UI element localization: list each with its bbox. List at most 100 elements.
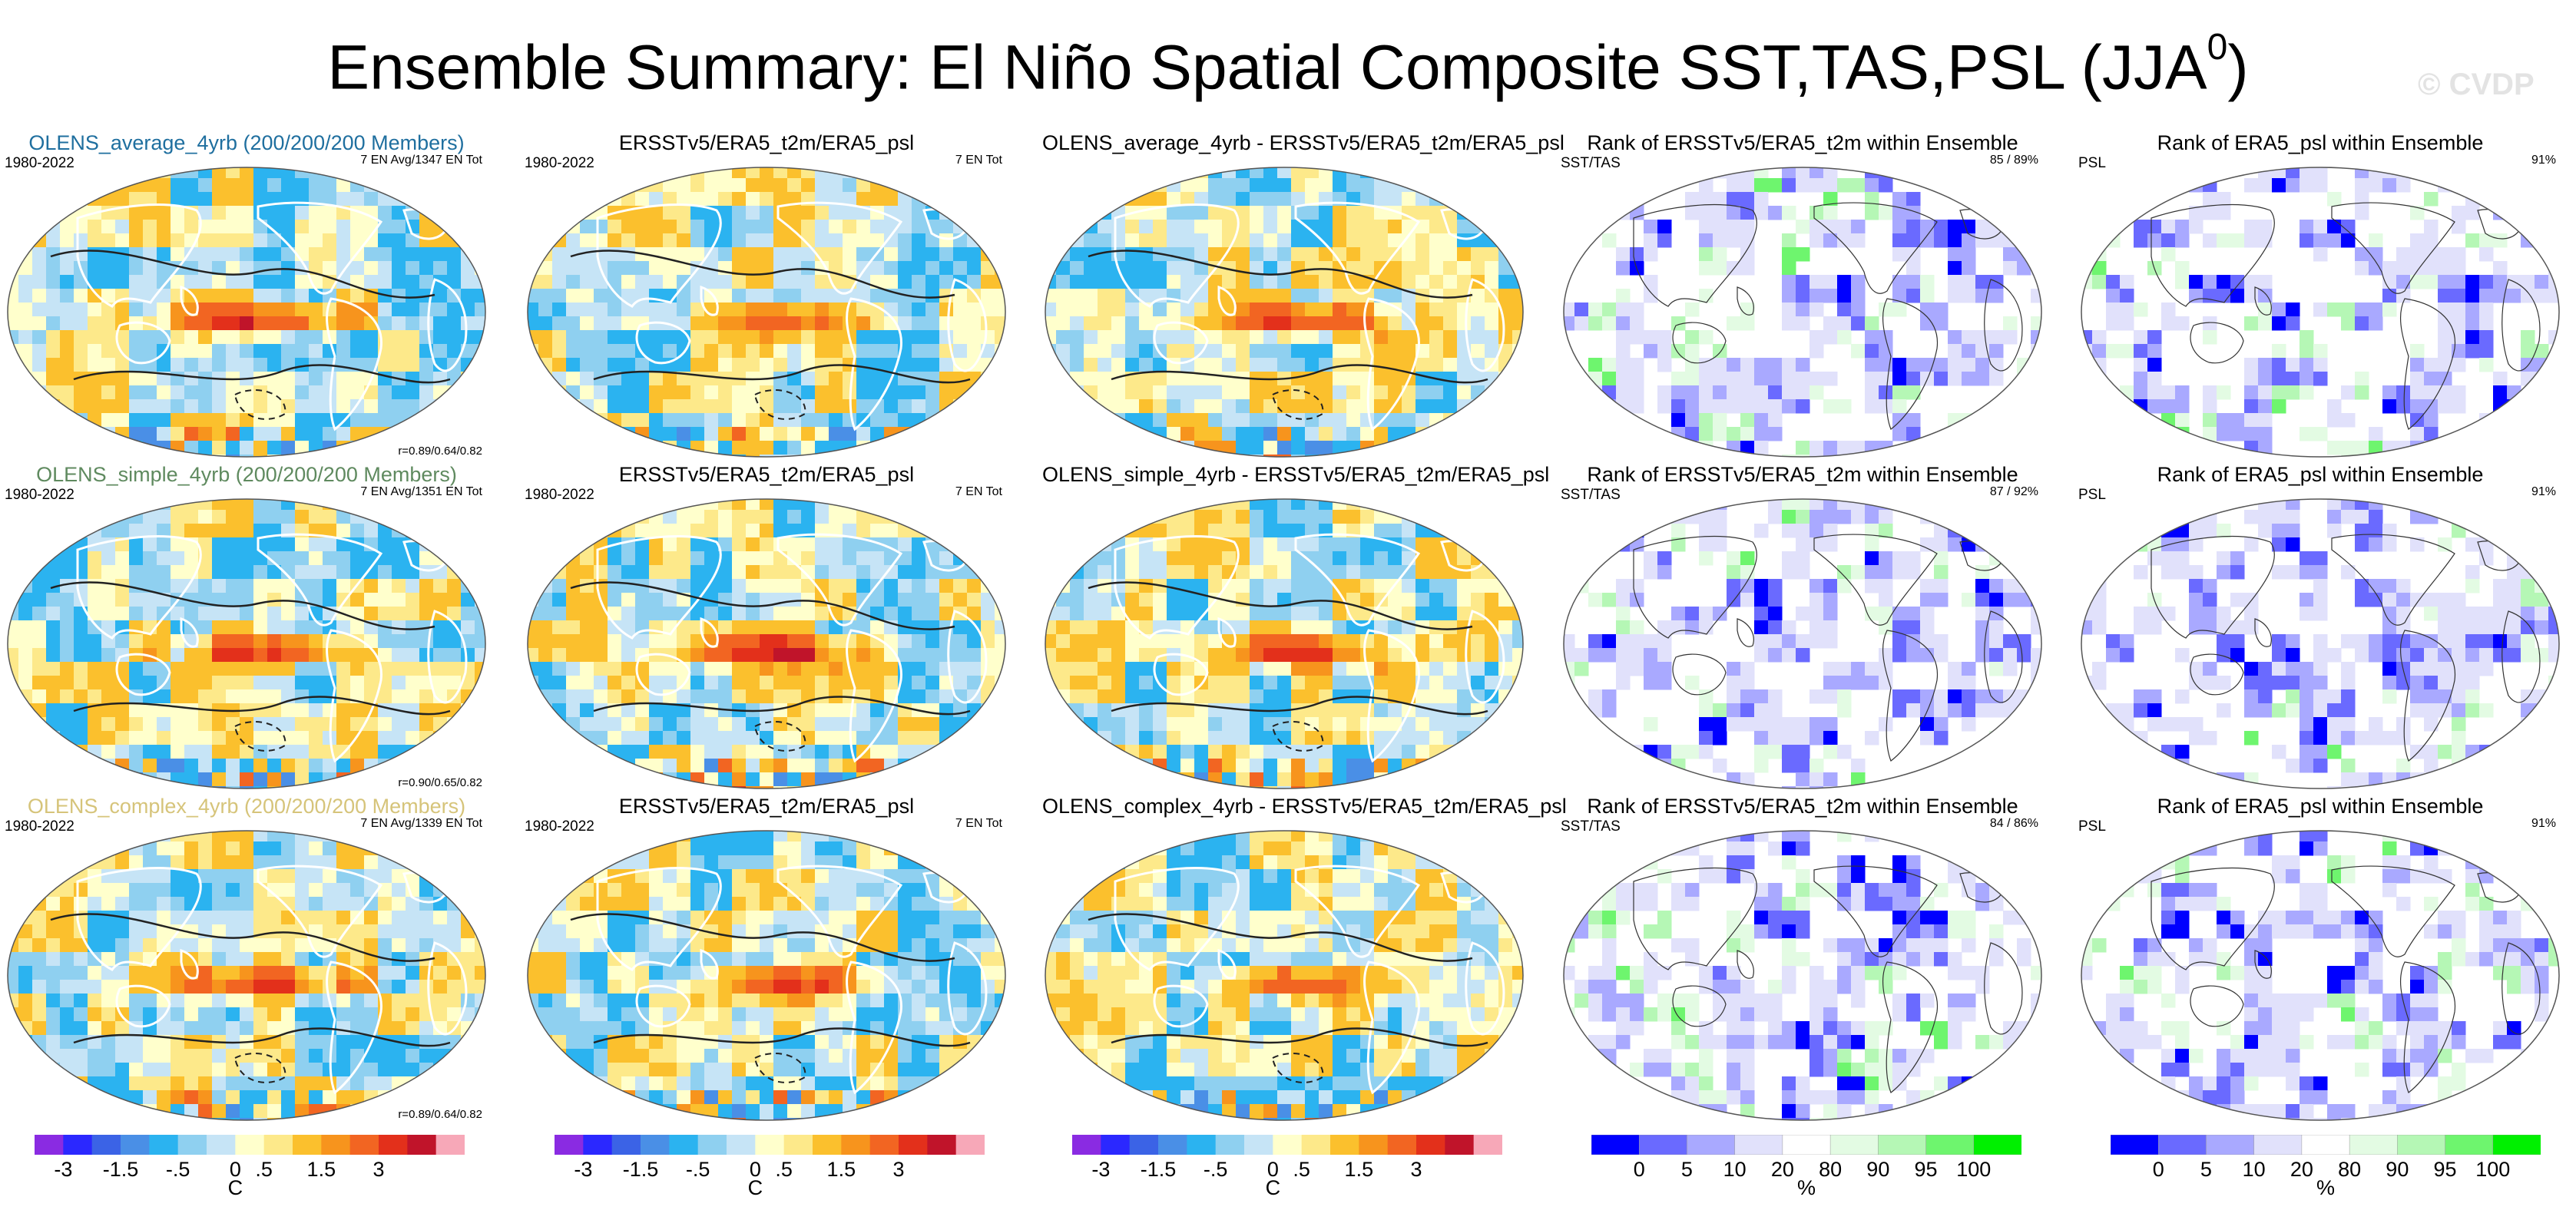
panel-title: Rank of ERSSTv5/ERA5_t2m within Ensemble <box>1587 463 2018 486</box>
colorbar-tick-label: .5 <box>775 1158 793 1181</box>
pattern-correlation: r=0.89/0.64/0.82 <box>398 445 482 458</box>
coastline <box>2331 865 2455 957</box>
colorbar-swatch <box>149 1135 179 1155</box>
colorbar-swatch <box>899 1135 928 1155</box>
panel-summary: 87 / 92% <box>1989 485 2038 498</box>
map-outline <box>2081 498 2560 789</box>
coastline <box>76 867 202 971</box>
colorbar-swatch <box>321 1135 351 1155</box>
coastline <box>1294 201 1421 295</box>
psl-contour <box>50 913 435 962</box>
colorbar-swatch <box>869 1135 899 1155</box>
coastline <box>2151 536 2275 639</box>
global-map <box>1045 498 1524 789</box>
map-field <box>1045 831 1523 1120</box>
colorbar-tick-label: 80 <box>1819 1158 1843 1181</box>
coastline <box>1294 533 1421 627</box>
colorbar-swatch <box>1330 1135 1359 1155</box>
title-superscript: 0 <box>2207 27 2228 68</box>
colorbar-swatch <box>177 1135 207 1155</box>
coastline <box>596 535 722 640</box>
coastline <box>326 960 382 1095</box>
psl-contour <box>1111 696 1488 716</box>
coastline <box>257 201 383 295</box>
colorbar-tick-label: 3 <box>372 1158 385 1181</box>
map-panel-obs: ERSSTv5/ERA5_t2m/ERA5_psl 1980-2022 7 EN T… <box>525 131 1008 461</box>
coastline <box>326 629 382 763</box>
psl-contour <box>50 250 435 299</box>
coastline <box>635 321 691 365</box>
panel-title: OLENS_complex_4yrb - ERSSTv5/ERA5_t2m/ER… <box>1042 795 1567 818</box>
coastline <box>1294 865 1421 958</box>
coastline <box>1114 535 1240 640</box>
colorbar-tick-label: -3 <box>54 1158 73 1181</box>
colorbar-swatch <box>1829 1135 1879 1155</box>
coastline <box>1465 610 1505 704</box>
map-outline <box>2081 830 2560 1121</box>
colorbar-swatch <box>1129 1135 1159 1155</box>
map-field <box>8 499 485 789</box>
psl-contour <box>73 696 451 716</box>
panel-title: Rank of ERA5_psl within Ensemble <box>2157 463 2484 486</box>
coastline <box>1633 536 1757 639</box>
psl-contour <box>570 581 955 630</box>
colorbar-swatch <box>35 1135 64 1155</box>
colorbar-swatch <box>263 1135 293 1155</box>
rank-colorbar: 0 5 10 20 80 90 95 100% <box>2111 1135 2548 1212</box>
cvdp-watermark: © CVDP <box>2418 68 2535 101</box>
figure-title: Ensemble Summary: El Niño Spatial Compos… <box>0 17 2576 106</box>
colorbar-tick-label: 100 <box>1956 1158 1992 1181</box>
colorbar-tick-label: 0 <box>1633 1158 1645 1181</box>
panel-title: OLENS_simple_4yrb - ERSSTv5/ERA5_t2m/ERA… <box>1042 463 1550 486</box>
map-panel-rank-psl: Rank of ERA5_psl within Ensemble PSL 91% <box>2078 462 2562 792</box>
colorbar-unit: C <box>1265 1176 1281 1199</box>
global-map <box>7 167 486 458</box>
panel-summary: 7 EN Avg/1339 EN Tot <box>360 817 482 830</box>
coastline <box>1465 941 1505 1036</box>
coastline <box>2502 942 2541 1035</box>
panel-title: OLENS_simple_4yrb (200/200/200 Members) <box>36 463 457 486</box>
colorbar-tick-label: .5 <box>255 1158 273 1181</box>
coastline <box>846 629 902 763</box>
map-field <box>8 831 485 1120</box>
map-panel-obs: ERSSTv5/ERA5_t2m/ERA5_psl 1980-2022 7 EN T… <box>525 462 1008 792</box>
coastline <box>2502 279 2541 372</box>
map-panel-model: OLENS_simple_4yrb (200/200/200 Members) 1… <box>5 462 488 792</box>
coastline <box>776 865 903 958</box>
coastline <box>1217 285 1237 316</box>
global-map <box>527 498 1006 789</box>
panel-variable: SST/TAS <box>1561 487 1621 503</box>
colorbar-tick-label: 80 <box>2338 1158 2362 1181</box>
global-map <box>1563 830 2042 1121</box>
map-field <box>1564 167 2041 457</box>
colorbar-swatch <box>1638 1135 1688 1155</box>
colorbar-swatch <box>1101 1135 1131 1155</box>
coastline <box>2254 286 2272 316</box>
title-close: ) <box>2227 32 2249 103</box>
colorbar-swatch <box>1387 1135 1417 1155</box>
colorbar-swatch <box>1925 1135 1975 1155</box>
colorbar-swatch <box>727 1135 756 1155</box>
panel-summary: 7 EN Avg/1347 EN Tot <box>360 154 482 167</box>
colorbar-tick-label: 100 <box>2475 1158 2511 1181</box>
panel-years: 1980-2022 <box>5 155 74 171</box>
panel-variable: PSL <box>2078 155 2106 171</box>
coastline <box>2254 618 2272 647</box>
psl-contour <box>1088 913 1473 962</box>
coastline <box>2400 630 2456 762</box>
global-map <box>1563 167 2042 458</box>
coastline <box>947 278 988 372</box>
map-field <box>1045 499 1523 789</box>
colorbar-tick-label: -.5 <box>165 1158 190 1181</box>
colorbar-tick-label: 95 <box>1914 1158 1938 1181</box>
coastline <box>1882 630 1939 762</box>
coastline <box>1217 617 1237 648</box>
colorbar-tick-label: -.5 <box>685 1158 710 1181</box>
panel-variable: SST/TAS <box>1561 818 1621 835</box>
colorbar-swatch <box>1359 1135 1389 1155</box>
map-field <box>2081 499 2559 789</box>
colorbar-tick-label: .5 <box>1293 1158 1310 1181</box>
panel-summary: 91% <box>2531 485 2556 498</box>
map-field <box>2081 167 2559 457</box>
map-field <box>2081 831 2559 1120</box>
